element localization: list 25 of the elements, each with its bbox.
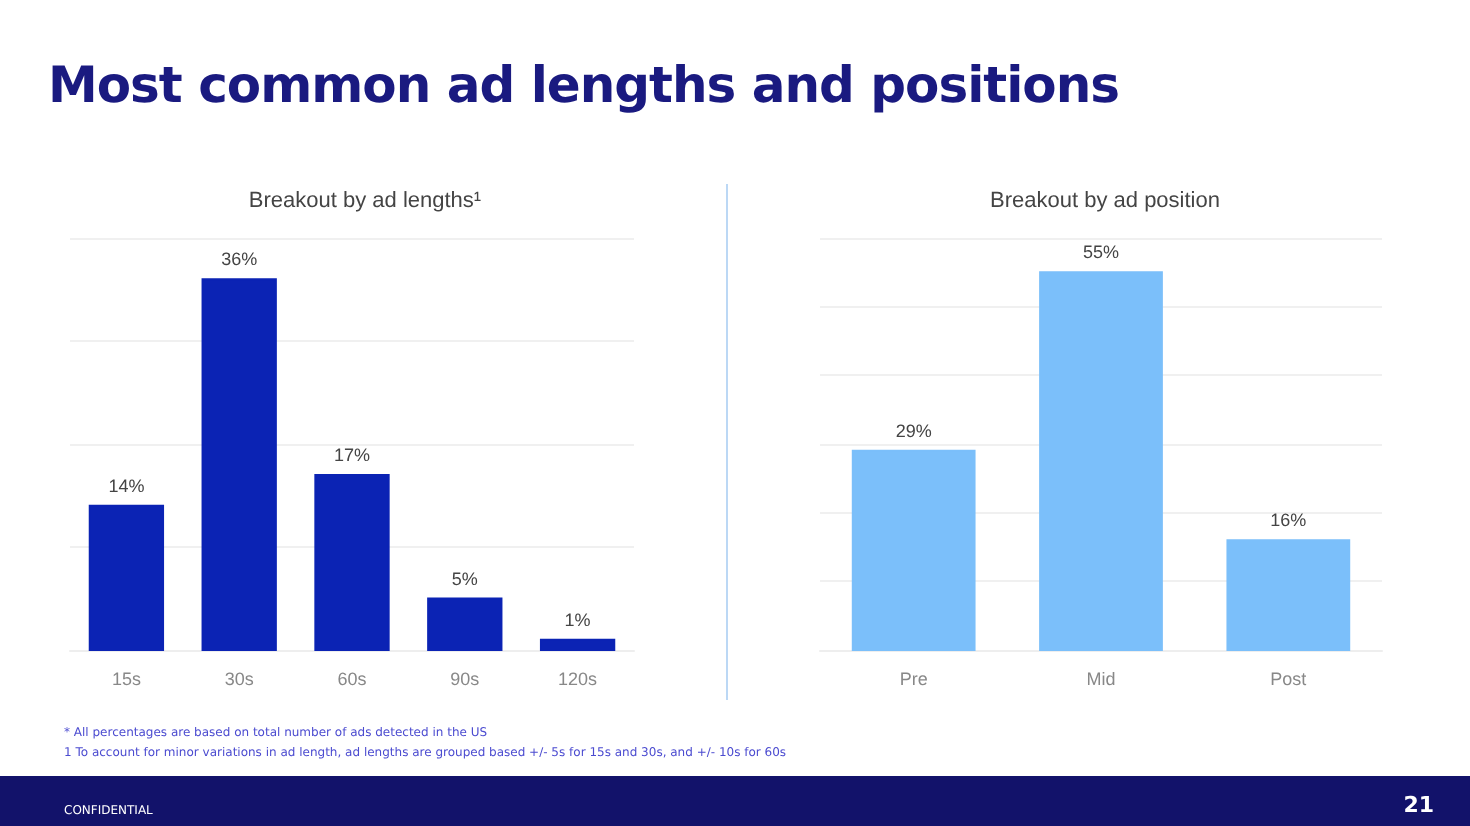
- bar: [427, 597, 503, 651]
- chart-subtitle: Breakout by ad position: [990, 189, 1220, 213]
- data-label: 29%: [895, 420, 932, 441]
- x-tick-label: Pre: [899, 669, 928, 689]
- chart-subtitle: Breakout by ad lengths¹: [248, 189, 482, 213]
- x-tick-label: 60s: [337, 669, 368, 689]
- data-label: 1%: [564, 609, 591, 630]
- x-tick-label: Mid: [1086, 669, 1116, 689]
- bar: [88, 504, 165, 651]
- data-label: 14%: [108, 475, 145, 496]
- x-tick-label: 90s: [450, 669, 481, 689]
- text: 21: [1403, 792, 1434, 818]
- data-label: 36%: [221, 249, 258, 270]
- chart-title: Most common ad lengths and positions: [48, 56, 1120, 114]
- x-tick-label: 15s: [111, 669, 142, 689]
- bar: [201, 278, 277, 651]
- data-label: 55%: [1082, 242, 1120, 263]
- bar: [539, 638, 616, 651]
- data-label: 16%: [1270, 510, 1307, 531]
- data-label: 17%: [333, 444, 371, 465]
- x-tick-label: Post: [1270, 669, 1308, 689]
- x-tick-label: 30s: [224, 669, 255, 689]
- x-tick-label: 120s: [558, 669, 599, 689]
- data-label: 5%: [451, 568, 478, 589]
- bar: [314, 473, 390, 651]
